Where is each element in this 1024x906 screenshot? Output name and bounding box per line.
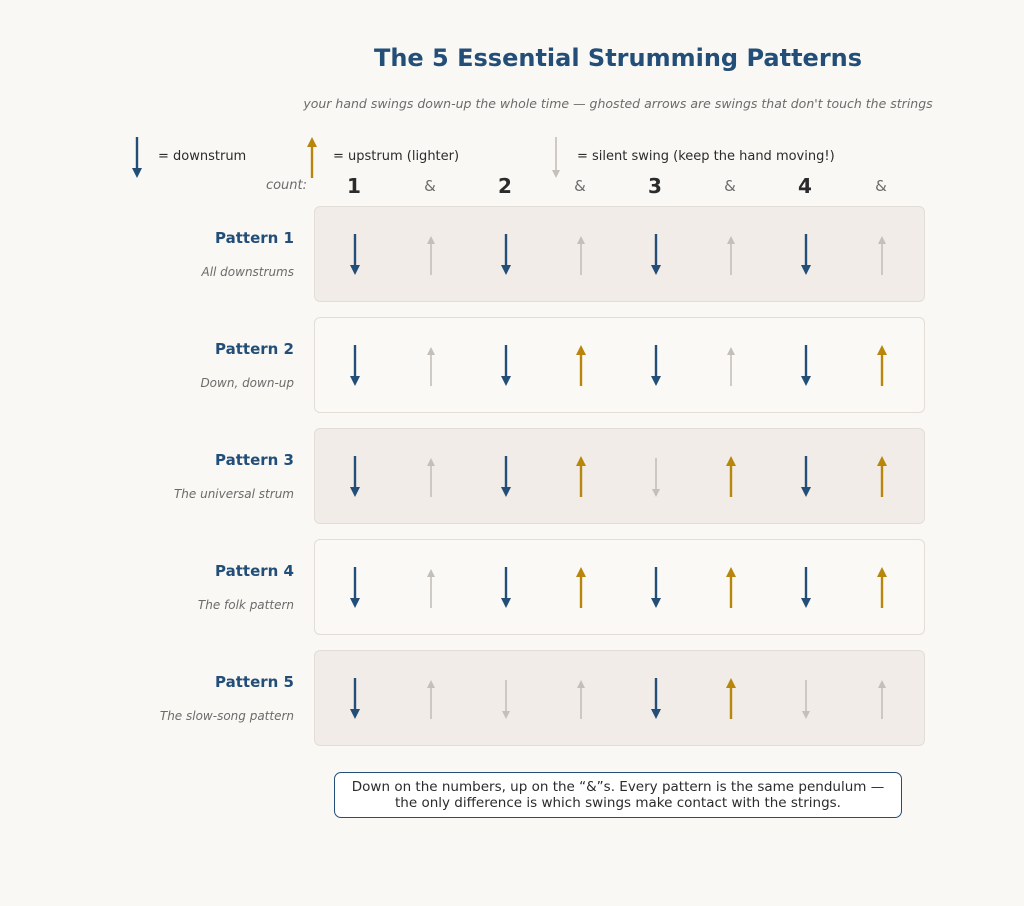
beat-label: 1 — [347, 174, 361, 198]
ghost-up-arrow-icon — [727, 347, 735, 386]
ghost-up-arrow-icon — [427, 458, 435, 497]
down-arrow-icon — [801, 567, 811, 608]
down-arrow-icon — [350, 567, 360, 608]
pattern-arrows — [350, 567, 887, 608]
ghost-up-arrow-icon — [427, 236, 435, 275]
down-arrow-icon — [350, 234, 360, 275]
legend-down-label: = downstrum — [158, 149, 247, 164]
pattern-description: The universal strum — [173, 487, 294, 501]
pattern-name: Pattern 1 — [215, 229, 294, 247]
ghost-up-arrow-icon — [577, 236, 585, 275]
up-arrow-icon — [877, 456, 887, 497]
summary-note-line-1: Down on the numbers, up on the “&”s. Eve… — [351, 779, 885, 795]
pattern-row — [314, 539, 925, 635]
legend-silent-icon — [552, 137, 560, 178]
ghost-up-arrow-icon — [427, 680, 435, 719]
legend-down-icon — [132, 137, 142, 178]
down-arrow-icon — [651, 345, 661, 386]
down-arrow-icon — [350, 678, 360, 719]
down-arrow-icon — [651, 234, 661, 275]
pattern-description: Down, down-up — [200, 376, 294, 390]
legend-silent-label: = silent swing (keep the hand moving!) — [577, 149, 835, 164]
pattern-arrows — [350, 234, 886, 275]
pattern-arrows — [350, 345, 887, 386]
down-arrow-icon — [651, 678, 661, 719]
ghost-up-arrow-icon — [427, 569, 435, 608]
beat-label: & — [574, 177, 586, 195]
up-arrow-icon — [307, 137, 317, 178]
up-arrow-icon — [726, 456, 736, 497]
up-arrow-icon — [576, 567, 586, 608]
pattern-description: All downstrums — [201, 265, 294, 279]
ghost-down-arrow-icon — [652, 458, 660, 497]
pattern-name: Pattern 4 — [215, 562, 294, 580]
pattern-row — [314, 317, 925, 413]
down-arrow-icon — [651, 567, 661, 608]
down-arrow-icon — [801, 345, 811, 386]
ghost-up-arrow-icon — [878, 236, 886, 275]
pattern-arrows — [350, 456, 887, 497]
down-arrow-icon — [501, 345, 511, 386]
beat-label: 3 — [648, 174, 662, 198]
pattern-row — [314, 650, 925, 746]
ghost-up-arrow-icon — [427, 347, 435, 386]
summary-note: Down on the numbers, up on the “&”s. Eve… — [334, 772, 902, 818]
beat-label: 2 — [498, 174, 512, 198]
up-arrow-icon — [726, 678, 736, 719]
beat-label: & — [424, 177, 436, 195]
down-arrow-icon — [501, 456, 511, 497]
down-arrow-icon — [132, 137, 142, 178]
pattern-description: The folk pattern — [197, 598, 294, 612]
legend-up-icon — [307, 137, 317, 178]
pattern-name: Pattern 5 — [215, 673, 294, 691]
pattern-row — [314, 428, 925, 524]
ghost-down-arrow-icon — [502, 680, 510, 719]
ghost-up-arrow-icon — [727, 236, 735, 275]
pattern-name: Pattern 2 — [215, 340, 294, 358]
count-label: count: — [265, 178, 307, 193]
page-subtitle: your hand swings down-up the whole time … — [303, 96, 933, 111]
up-arrow-icon — [877, 345, 887, 386]
down-arrow-icon — [350, 456, 360, 497]
beat-label: 4 — [798, 174, 812, 198]
down-arrow-icon — [501, 567, 511, 608]
up-arrow-icon — [576, 456, 586, 497]
down-arrow-icon — [801, 456, 811, 497]
ghost-up-arrow-icon — [577, 680, 585, 719]
up-arrow-icon — [576, 345, 586, 386]
beat-label: & — [724, 177, 736, 195]
pattern-row — [314, 206, 925, 302]
summary-note-line-2: the only difference is which swings make… — [395, 795, 841, 811]
ghost-up-arrow-icon — [878, 680, 886, 719]
page-title: The 5 Essential Strumming Patterns — [373, 44, 863, 72]
silent-arrow-icon — [552, 137, 560, 178]
down-arrow-icon — [801, 234, 811, 275]
pattern-arrows — [350, 678, 886, 719]
up-arrow-icon — [726, 567, 736, 608]
up-arrow-icon — [877, 567, 887, 608]
legend-up-label: = upstrum (lighter) — [333, 149, 460, 164]
beat-label: & — [875, 177, 887, 195]
down-arrow-icon — [501, 234, 511, 275]
pattern-name: Pattern 3 — [215, 451, 294, 469]
ghost-down-arrow-icon — [802, 680, 810, 719]
pattern-description: The slow-song pattern — [159, 709, 294, 723]
down-arrow-icon — [350, 345, 360, 386]
